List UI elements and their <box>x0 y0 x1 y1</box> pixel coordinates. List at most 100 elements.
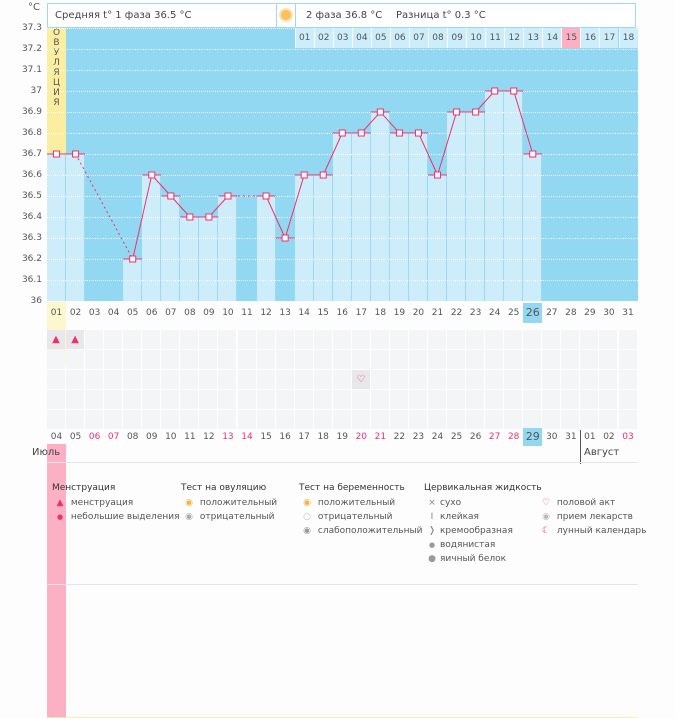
symptom-cell[interactable] <box>332 330 351 349</box>
symptom-cell[interactable] <box>561 370 580 389</box>
symptom-cell[interactable] <box>123 370 142 389</box>
symptom-cell[interactable] <box>142 350 161 369</box>
symptom-cell[interactable] <box>408 390 427 409</box>
symptom-cell[interactable] <box>408 330 427 349</box>
symptom-cell[interactable] <box>580 390 599 409</box>
symptom-cell[interactable] <box>161 390 180 409</box>
symptom-cell[interactable] <box>447 330 466 349</box>
symptom-cell[interactable] <box>199 350 218 369</box>
cycle-day[interactable]: 01 <box>50 308 63 318</box>
symptom-cell[interactable] <box>408 350 427 369</box>
symptom-cell[interactable] <box>466 390 485 409</box>
symptom-cell[interactable] <box>313 330 332 349</box>
symptom-cell[interactable] <box>523 350 542 369</box>
symptom-cell[interactable] <box>485 350 504 369</box>
symptom-cell[interactable] <box>161 370 180 389</box>
symptom-cell[interactable] <box>66 410 85 429</box>
symptom-cell[interactable] <box>351 330 370 349</box>
symptom-cell[interactable] <box>618 350 637 369</box>
cycle-day[interactable]: 23 <box>469 308 482 318</box>
symptom-cell[interactable] <box>256 350 275 369</box>
symptom-cell[interactable] <box>199 390 218 409</box>
symptom-cell[interactable] <box>599 370 618 389</box>
symptom-cell[interactable] <box>180 350 199 369</box>
cycle-day[interactable]: 29 <box>584 308 596 318</box>
symptom-cell[interactable] <box>523 410 542 429</box>
symptom-cell[interactable] <box>428 330 446 349</box>
symptom-cell[interactable] <box>47 350 65 369</box>
symptom-cell[interactable] <box>123 330 142 349</box>
symptom-cell[interactable] <box>504 410 523 429</box>
symptom-cell[interactable]: ▲ <box>66 330 85 349</box>
cycle-day[interactable]: 04 <box>107 308 120 318</box>
symptom-cell[interactable] <box>389 350 408 369</box>
symptom-cell[interactable] <box>389 410 408 429</box>
symptom-cell[interactable] <box>47 410 65 429</box>
symptom-cell[interactable]: ♡ <box>351 370 370 389</box>
symptom-cell[interactable] <box>485 330 504 349</box>
symptom-cell[interactable] <box>85 370 104 389</box>
cycle-day[interactable]: 20 <box>412 308 425 318</box>
symptom-cell[interactable] <box>275 390 294 409</box>
symptom-cell[interactable] <box>389 330 408 349</box>
cycle-day[interactable]: 11 <box>241 308 253 318</box>
symptom-cell[interactable] <box>142 370 161 389</box>
symptom-cell[interactable] <box>294 330 313 349</box>
symptom-cell[interactable] <box>370 390 389 409</box>
symptom-cell[interactable] <box>294 370 313 389</box>
symptom-cell[interactable] <box>447 370 466 389</box>
symptom-cell[interactable] <box>66 350 85 369</box>
symptom-cell[interactable] <box>199 410 218 429</box>
symptom-cell[interactable] <box>351 390 370 409</box>
symptom-cell[interactable] <box>542 410 561 429</box>
symptom-cell[interactable] <box>618 370 637 389</box>
symptom-cell[interactable] <box>313 390 332 409</box>
symptom-cell[interactable] <box>504 370 523 389</box>
symptom-cell[interactable] <box>504 390 523 409</box>
symptom-cell[interactable] <box>523 370 542 389</box>
symptom-cell[interactable] <box>104 350 123 369</box>
symptom-cell[interactable] <box>275 410 294 429</box>
symptom-cell[interactable] <box>256 410 275 429</box>
symptom-cell[interactable] <box>218 390 237 409</box>
symptom-cell[interactable] <box>599 330 618 349</box>
cycle-day[interactable]: 12 <box>260 308 272 318</box>
symptom-cell[interactable] <box>447 350 466 369</box>
symptom-cell[interactable] <box>485 410 504 429</box>
cycle-day[interactable]: 17 <box>355 308 368 318</box>
cycle-day[interactable]: 19 <box>393 308 406 318</box>
symptom-cell[interactable] <box>199 330 218 349</box>
symptom-cell[interactable] <box>66 370 85 389</box>
cycle-day[interactable]: 18 <box>374 308 387 318</box>
symptom-cell[interactable] <box>275 330 294 349</box>
symptom-cell[interactable] <box>504 330 523 349</box>
symptom-cell[interactable] <box>275 370 294 389</box>
symptom-cell[interactable] <box>370 410 389 429</box>
symptom-cell[interactable] <box>561 330 580 349</box>
cycle-day[interactable]: 08 <box>184 308 196 318</box>
symptom-cell[interactable] <box>256 330 275 349</box>
symptom-cell[interactable] <box>408 410 427 429</box>
cycle-day[interactable]: 03 <box>88 308 101 318</box>
symptom-cell[interactable] <box>237 370 256 389</box>
symptom-cell[interactable] <box>618 390 637 409</box>
symptom-cell[interactable] <box>256 370 275 389</box>
symptom-cell[interactable] <box>523 330 542 349</box>
cycle-day[interactable]: 27 <box>546 308 558 318</box>
cycle-day[interactable]: 09 <box>203 308 215 318</box>
symptom-cell[interactable] <box>618 330 637 349</box>
symptom-cell[interactable] <box>313 350 332 369</box>
cycle-day[interactable]: 31 <box>622 308 634 318</box>
cycle-day[interactable]: 15 <box>317 308 329 318</box>
symptom-cell[interactable] <box>256 390 275 409</box>
cycle-day[interactable]: 10 <box>222 308 234 318</box>
symptom-cell[interactable] <box>237 330 256 349</box>
symptom-cell[interactable] <box>561 350 580 369</box>
symptom-cell[interactable] <box>218 370 237 389</box>
symptom-cell[interactable] <box>161 410 180 429</box>
symptom-cell[interactable] <box>428 390 446 409</box>
cycle-day[interactable]: 06 <box>146 308 158 318</box>
symptom-cell[interactable] <box>542 390 561 409</box>
symptom-cell[interactable] <box>580 370 599 389</box>
symptom-cell[interactable] <box>580 410 599 429</box>
